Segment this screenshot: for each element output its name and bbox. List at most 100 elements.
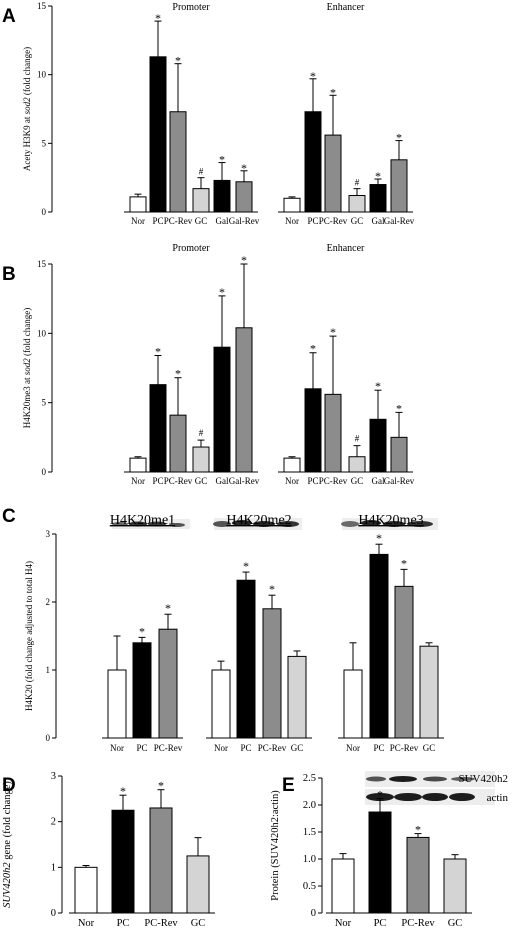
significance-marker: * [219,285,225,299]
blot-suv420h2-band [389,776,417,782]
significance-marker: * [396,131,402,145]
blot-h4k20me1-band [148,521,166,527]
panel-E: E 0 0.5 1.0 1.5 2.0 2.5 Protein (SUV420h2:actin… [270,773,508,929]
blot-h4k20me3-band [407,521,433,527]
significance-marker: * [139,624,145,638]
bar [186,855,210,914]
bar [211,669,231,739]
blot-h4k20me3-band [361,520,381,526]
y-axis-label-part: SUV420h2 [2,862,13,908]
blot-actin-band [449,793,475,801]
category-label: Nor [131,476,145,486]
blot-actin-band [394,793,422,801]
blot-h4k20me1-band [129,521,147,527]
significance-marker: * [219,153,225,167]
bar [158,628,178,739]
blot-suv420h2-band [451,777,475,781]
blot-h4k20me1-band [112,522,128,526]
bar-group: H4K20me2 Nor * PC * PC-Rev GC [206,513,312,753]
significance-marker: * [375,379,381,393]
significance-marker: * [310,69,316,83]
category-label: Nor [78,918,95,929]
significance-marker: * [155,11,161,25]
y-tick-label: 3 [46,529,51,539]
panel-label: B [2,264,16,285]
bar [283,457,301,473]
category-label: PC [117,918,130,929]
bar [369,418,387,473]
panel-A: A 0 5 10 15 Acety H3K9 at sod2 (fold change) P… [2,1,415,226]
y-tick-label: 0 [42,207,47,217]
bar [394,585,414,739]
blot-h4k20me3 [341,518,438,530]
blot-h4k20me1 [112,519,190,529]
bar [304,388,322,473]
y-tick-label: 1 [46,665,51,675]
category-label: Gal [216,216,229,226]
y-axis-label: Protein (SUV420h2:actin) [270,790,281,901]
category-label: Nor [131,216,145,226]
blot-h4k20me3-band [383,521,405,527]
y-axis-label: H4K20 (fold change adjusted to total H4) [24,561,34,711]
group-title: Enhancer [327,243,365,254]
y-tick-label: 1.0 [303,854,316,865]
group-title: Promoter [172,2,210,13]
bar [235,181,253,213]
category-label: Nor [346,743,360,753]
bar-group: Enhancer Nor * PC * PC-Rev # GC * Gal * Gal-Rev [278,243,415,486]
blot-h4k20me2-band [232,520,252,526]
category-label: Nor [285,216,299,226]
category-label: Nor [335,918,352,929]
bar [169,111,187,213]
bar-group: Nor * PC * PC-Rev GC [69,779,215,929]
panel-label: D [2,775,16,796]
category-label: Gal-Rev [384,216,415,226]
y-axis-label: SUV420h2 gene (fold change) [2,781,13,908]
significance-marker: * [310,342,316,356]
panel-D: D 0 1 2 3 SUV420h2 gene (fold change) Nor * PC * P… [2,771,215,929]
y-tick-label: 5 [42,138,47,148]
blot-suv420h2-band [366,776,386,782]
bar [324,393,342,473]
bar [213,179,231,213]
group-title: Promoter [172,243,210,254]
bar-group: Promoter Nor * PC * PC-Rev # GC * Gal * Gal-Rev [124,243,260,486]
bar [192,446,210,473]
category-label: Gal-Rev [229,476,260,486]
y-axis-label-part: (fold change) [22,308,32,358]
category-label: PC-Rev [258,743,287,753]
significance-marker: * [158,779,164,793]
y-tick-label: 1 [51,862,56,873]
y-tick-label: 3 [51,771,56,782]
category-label: GC [195,216,208,226]
category-label: Gal [372,476,385,486]
bar [129,196,147,213]
y-tick-label: 0 [42,467,47,477]
bar-group: H4K20me3 Nor * PC * PC-Rev GC [338,513,444,753]
category-label: PC [152,476,163,486]
bar [369,553,389,739]
y-axis-label: H4K20me3 at sod2 (fold change) [22,308,32,429]
significance-marker: * [375,169,381,183]
category-label: GC [423,743,436,753]
category-label: PC-Rev [154,743,183,753]
significance-marker: * [155,345,161,359]
category-label: GC [291,743,304,753]
blot-h4k20me2-band [213,521,231,527]
significance-marker: * [415,823,421,837]
y-axis-label-part: gene (fold change) [2,781,13,863]
significance-marker: * [241,253,247,267]
bar [348,456,366,473]
category-label: PC [373,743,384,753]
y-axis-label-part: sod2 [22,97,32,115]
category-label: Gal-Rev [229,216,260,226]
category-label: Nor [214,743,228,753]
significance-marker: * [330,85,336,99]
bar [324,134,342,213]
y-tick-label: 1.5 [303,827,316,838]
category-label: PC-Rev [401,918,435,929]
category-label: Nor [285,476,299,486]
blot-h4k20me1-band [169,523,185,527]
y-tick-label: 10 [37,328,47,338]
y-axis-label-part: H4K20me3 at [22,375,32,428]
